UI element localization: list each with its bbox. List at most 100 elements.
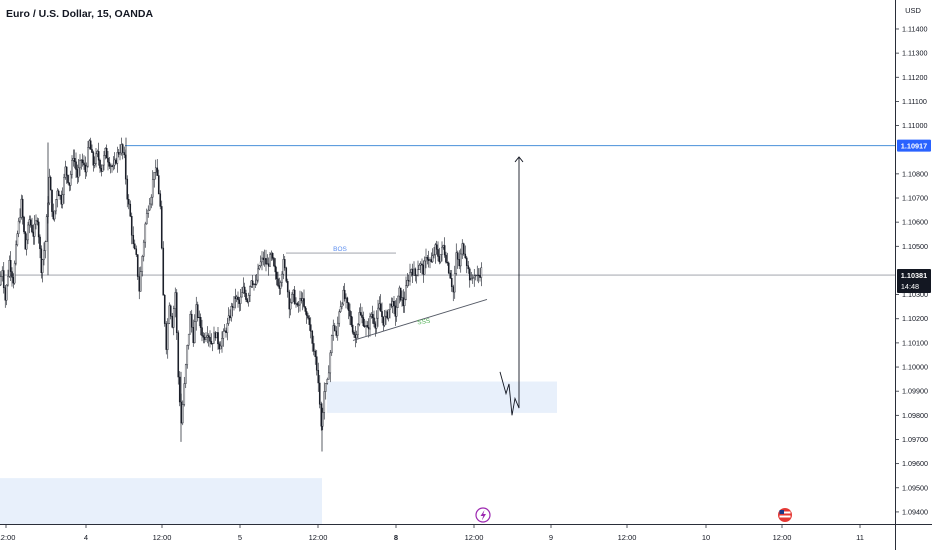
candle <box>282 253 285 280</box>
candle-body <box>308 317 311 325</box>
price-tick-label: 1.10000 <box>902 363 928 372</box>
candle <box>202 332 205 344</box>
price-tick-label: 1.10100 <box>902 338 928 347</box>
candle <box>43 242 45 266</box>
candle-body <box>104 148 107 156</box>
candle <box>100 164 103 177</box>
candle-body <box>44 241 47 251</box>
countdown-text: 14:48 <box>901 282 919 291</box>
candle <box>370 312 373 319</box>
candle-body <box>127 199 130 205</box>
candle-body <box>116 152 119 164</box>
candle-body <box>241 292 243 298</box>
candle-body <box>115 159 117 164</box>
candle <box>35 214 37 230</box>
candle-body <box>365 325 367 327</box>
candle-body <box>189 313 192 335</box>
candle <box>39 234 41 259</box>
candle-body <box>459 253 462 267</box>
candle <box>462 242 465 256</box>
candle-body <box>267 263 270 267</box>
candle-body <box>242 286 245 293</box>
candle <box>19 208 21 224</box>
candle-body <box>259 261 262 266</box>
candle <box>429 257 431 269</box>
candle-body <box>222 331 225 339</box>
candle-body <box>206 335 209 338</box>
candle <box>434 242 437 264</box>
candle-body <box>132 235 135 245</box>
candle <box>51 189 53 217</box>
candle-body <box>97 151 100 161</box>
candle-body <box>17 220 20 234</box>
candle-body <box>55 199 57 212</box>
candle-body <box>277 278 279 286</box>
candle <box>168 302 171 325</box>
price-tick-label: 1.10800 <box>902 169 928 178</box>
candle-body <box>318 382 321 405</box>
candle <box>427 250 430 268</box>
candle <box>53 210 56 222</box>
candle <box>101 164 104 173</box>
candle-body <box>377 307 379 319</box>
candle <box>437 241 439 262</box>
candle <box>295 297 297 308</box>
candle-body <box>202 335 205 338</box>
candle-body <box>317 370 320 384</box>
candle-body <box>441 246 443 255</box>
candle-body <box>430 259 433 262</box>
candle-body <box>283 259 286 269</box>
candle <box>138 267 141 300</box>
candle-body <box>418 264 421 270</box>
candle <box>57 189 60 197</box>
candle-body <box>278 285 281 289</box>
candle-body <box>366 325 369 328</box>
candle <box>184 363 187 389</box>
candle-body <box>456 252 459 260</box>
candle-body <box>205 336 207 340</box>
candle <box>99 158 101 173</box>
candle <box>402 289 405 313</box>
candle <box>246 297 249 304</box>
candle <box>105 144 108 159</box>
candle <box>317 362 320 392</box>
price-tick-label: 1.09800 <box>902 411 928 420</box>
candle <box>389 303 391 319</box>
candle-body <box>192 327 195 343</box>
candle-body <box>199 317 202 328</box>
price-axis[interactable]: USD 1.11400 1.11300 1.11200 1.11100 1.11000 1.… <box>895 6 931 516</box>
candle-body <box>214 332 217 339</box>
candle-body <box>76 169 79 178</box>
candle-body <box>251 280 254 286</box>
candle-body <box>87 147 89 167</box>
candle <box>243 282 246 297</box>
current-price-text: 1.10381 <box>901 271 927 280</box>
candle-body <box>473 275 476 279</box>
candle <box>234 288 237 309</box>
candle <box>29 215 32 228</box>
candle-body <box>324 383 327 392</box>
candle-body <box>405 285 407 300</box>
bos-label: BOS <box>333 246 347 253</box>
candle-body <box>225 330 227 333</box>
candle-body <box>198 317 201 319</box>
candle <box>314 349 317 365</box>
candle-body <box>219 345 222 350</box>
candle <box>61 187 64 209</box>
candle <box>253 283 255 291</box>
time-axis[interactable]: 12:00 4 12:00 5 12:00 8 12:00 9 12:00 10 12:00 11 <box>0 524 864 542</box>
candle <box>48 168 51 206</box>
candle-body <box>450 278 453 287</box>
candle <box>465 255 468 274</box>
candle <box>373 310 375 328</box>
candle-body <box>36 220 39 223</box>
candle <box>25 233 28 256</box>
candle-body <box>363 325 366 327</box>
candle <box>81 153 84 167</box>
candle-body <box>157 175 160 195</box>
candle-body <box>390 303 393 307</box>
candle-body <box>395 307 398 317</box>
candle <box>391 297 394 314</box>
candle-body <box>165 323 168 350</box>
